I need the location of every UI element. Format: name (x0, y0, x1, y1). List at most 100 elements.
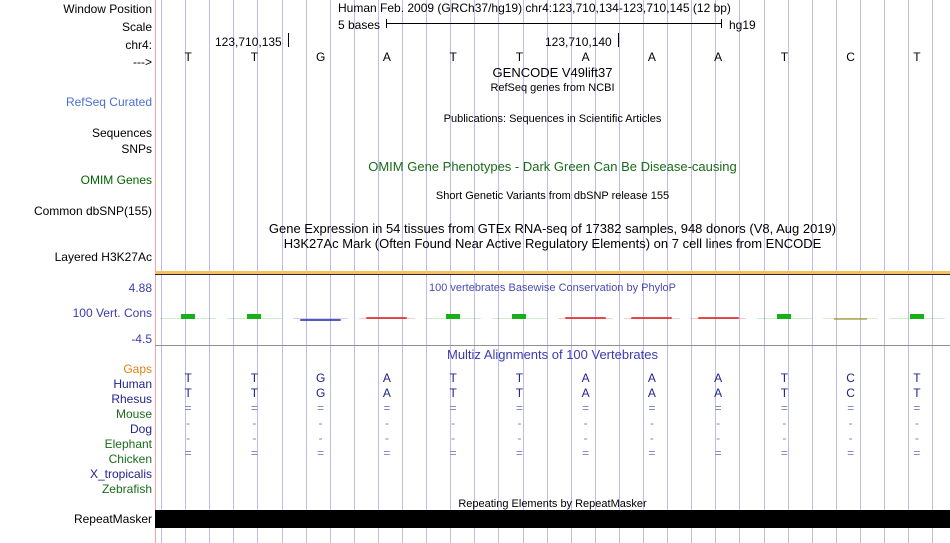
alignment-gap: - (848, 431, 853, 445)
alignment-gap: = (847, 401, 855, 415)
label-species-rhesus[interactable]: Rhesus (111, 392, 152, 406)
alignment-gap: - (649, 416, 654, 430)
alignment-gap: = (582, 401, 590, 415)
track-title-h3k27ac: H3K27Ac Mark (Often Found Near Active Re… (283, 236, 822, 251)
alignment-gap: = (582, 446, 590, 460)
multiz-separator-rule (155, 345, 950, 346)
alignment-gap: = (449, 401, 457, 415)
label-species-human[interactable]: Human (113, 377, 152, 391)
conservation-bar (834, 318, 868, 320)
label-repeatmasker[interactable]: RepeatMasker (73, 512, 152, 526)
alignment-base: G (315, 371, 326, 385)
label-layered-h3k27ac[interactable]: Layered H3K27Ac (54, 250, 152, 264)
alignment-gap: - (451, 431, 456, 445)
alignment-gap: - (782, 416, 787, 430)
conservation-bar (697, 317, 739, 319)
alignment-gap: = (913, 401, 921, 415)
alignment-gap: = (780, 401, 788, 415)
alignment-gap: = (714, 401, 722, 415)
label-snps[interactable]: SNPs (121, 142, 152, 156)
alignment-gap: - (649, 431, 654, 445)
alignment-base: T (449, 386, 457, 400)
alignment-base: T (515, 386, 524, 400)
alignment-base: T (184, 371, 192, 385)
label-100-vert-cons[interactable]: 100 Vert. Cons (72, 306, 152, 320)
alignment-gap: - (318, 431, 323, 445)
label-species-x-tropicalis[interactable]: X_tropicalis (89, 467, 152, 481)
alignment-base: T (515, 371, 524, 385)
sequence-base: T (780, 50, 789, 64)
alignment-base: C (846, 371, 855, 385)
multiz-alignment-matrix[interactable]: T T G A T T A A A T C T T T G A T T A A A T C T = = = = = = = = = = = = - - - -… (155, 372, 950, 492)
label-species-chicken[interactable]: Chicken (108, 452, 152, 466)
label-species-elephant[interactable]: Elephant (104, 437, 152, 451)
alignment-gap: = (714, 446, 722, 460)
alignment-gap: - (318, 416, 323, 430)
track-title-repeatmasker: Repeating Elements by RepeatMasker (458, 498, 647, 510)
alignment-gap: - (848, 416, 853, 430)
sequence-base: T (184, 50, 192, 64)
alignment-base: A (714, 386, 723, 400)
alignment-gap: - (583, 416, 588, 430)
conservation-axis-min: -4.5 (131, 332, 152, 346)
alignment-gap: = (250, 401, 258, 415)
alignment-gap: = (184, 401, 192, 415)
label-window-position: Window Position (63, 2, 152, 16)
alignment-gap: - (252, 416, 257, 430)
conservation-bar (777, 314, 792, 319)
alignment-gap: = (648, 401, 656, 415)
sequence-base: A (647, 50, 656, 64)
alignment-gap: - (252, 431, 257, 445)
sequence-base: T (913, 50, 921, 64)
label-species-dog[interactable]: Dog (129, 422, 152, 436)
coord-tick-label-1: 123,710,135 (215, 35, 282, 49)
alignment-gap: - (384, 416, 389, 430)
alignment-gap: - (716, 416, 721, 430)
track-title-dbsnp: Short Genetic Variants from dbSNP releas… (435, 190, 670, 202)
label-species-mouse[interactable]: Mouse (115, 407, 152, 421)
alignment-base: A (647, 386, 656, 400)
alignment-gap: - (716, 431, 721, 445)
conservation-wiggle-plot[interactable] (155, 300, 950, 336)
label-common-dbsnp[interactable]: Common dbSNP(155) (33, 204, 152, 218)
alignment-base: T (913, 371, 921, 385)
conservation-bar (300, 319, 342, 321)
label-sequences[interactable]: Sequences (91, 126, 152, 140)
alignment-gap: - (186, 416, 191, 430)
conservation-bar (247, 314, 262, 319)
track-title-pubs: Publications: Sequences in Scientific Ar… (443, 113, 662, 125)
alignment-gap: = (317, 446, 325, 460)
alignment-base: T (780, 386, 789, 400)
sequence-base: T (515, 50, 524, 64)
alignment-gap: - (451, 416, 456, 430)
alignment-base: C (846, 386, 855, 400)
track-title-phylop: 100 vertebrates Basewise Conservation by… (428, 282, 677, 294)
repeatmasker-bar[interactable] (155, 510, 950, 528)
alignment-base: T (250, 386, 259, 400)
label-refseq-curated[interactable]: RefSeq Curated (65, 95, 152, 109)
alignment-base: T (913, 386, 921, 400)
label-species-zebrafish[interactable]: Zebrafish (101, 482, 152, 496)
alignment-gap: = (913, 446, 921, 460)
conservation-bar (631, 317, 673, 319)
conservation-axis-max: 4.88 (128, 281, 152, 295)
label-strand-arrow: ---> (133, 55, 152, 69)
sequence-base: A (581, 50, 590, 64)
alignment-gap: - (782, 431, 787, 445)
alignment-base: A (581, 371, 590, 385)
conservation-bar (512, 314, 527, 319)
track-title-omim: OMIM Gene Phenotypes - Dark Green Can Be… (368, 159, 737, 174)
label-omim-genes[interactable]: OMIM Genes (80, 173, 152, 187)
track-title-gencode: GENCODE V49lift37 (492, 65, 613, 80)
label-gaps[interactable]: Gaps (123, 362, 152, 376)
alignment-gap: = (780, 446, 788, 460)
alignment-base: T (780, 371, 789, 385)
alignment-gap: = (515, 401, 523, 415)
scale-bases-label: 5 bases (338, 18, 381, 32)
track-separator-dark (155, 274, 950, 275)
sequence-base: T (449, 50, 457, 64)
track-title-refseq: RefSeq genes from NCBI (490, 82, 615, 94)
sequence-base: C (846, 50, 855, 64)
alignment-gap: - (384, 431, 389, 445)
